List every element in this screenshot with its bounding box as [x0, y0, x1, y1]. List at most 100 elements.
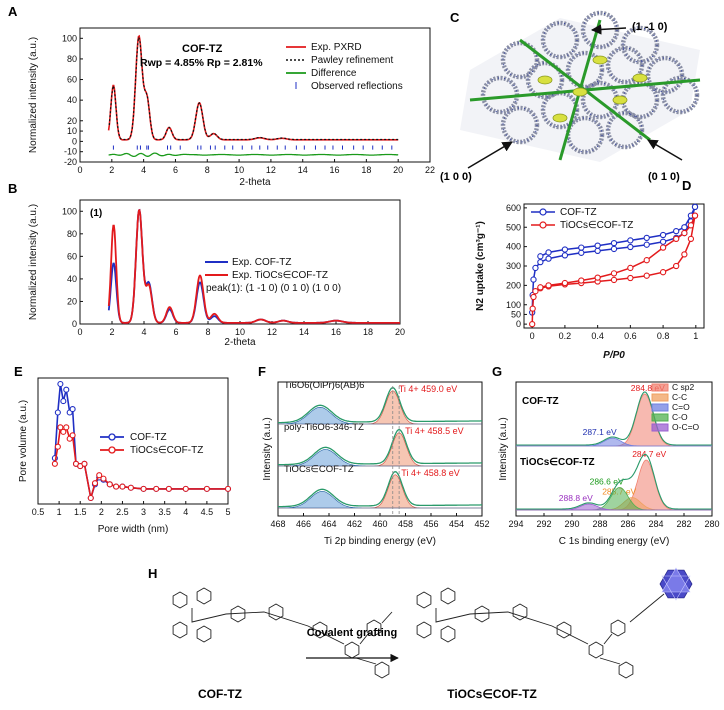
- d-xtick-label: 0.6: [624, 331, 637, 341]
- panel-b-xlabel: 2-theta: [224, 337, 256, 348]
- d-ytick-label: 300: [506, 261, 521, 271]
- imine-bond: [629, 593, 665, 623]
- legend-b-cof: Exp. COF-TZ: [232, 257, 291, 268]
- panel-h-scheme: Covalent grafting COF-TZ TiOCs∈COF-TZ: [172, 567, 693, 701]
- linker-bond: [603, 633, 613, 645]
- framework-nitrogen-atoms: [622, 27, 658, 63]
- f-xtick-label: 456: [423, 519, 438, 529]
- isotherm-point: [687, 222, 695, 229]
- aromatic-ring: [556, 621, 572, 639]
- framework-nitrogen-atoms: [567, 117, 603, 153]
- panel-e-xlabel: Pore width (nm): [98, 524, 169, 535]
- psd-point: [51, 460, 58, 467]
- aromatic-ring: [512, 603, 528, 621]
- legend-e-cof-marker: [108, 433, 116, 441]
- g-legend-swatch: [651, 403, 669, 412]
- isotherm-point: [627, 264, 634, 272]
- isotherm-point: [529, 320, 536, 328]
- linker-bond: [435, 608, 589, 645]
- isotherm-point: [545, 249, 552, 256]
- psd-point: [69, 406, 76, 413]
- isotherm-point: [561, 279, 569, 287]
- psd-point: [81, 460, 88, 467]
- cluster-facet: [661, 575, 691, 601]
- d-ytick-label: 50: [511, 309, 521, 319]
- g-legend-label: C-C: [672, 392, 687, 402]
- isotherm-point: [610, 270, 618, 277]
- framework-nitrogen-atoms: [502, 107, 538, 143]
- b-ytick-label: 100: [62, 206, 77, 216]
- b-xtick-label: 14: [299, 327, 309, 337]
- isotherm-adsorption-line: [531, 215, 696, 325]
- legend-a-diff: Difference: [311, 68, 357, 79]
- e-xtick-label: 4: [183, 507, 188, 517]
- b-ytick-label: 60: [67, 251, 77, 261]
- isotherm-point: [643, 234, 650, 242]
- ti-2p12-component: [278, 491, 482, 509]
- a-ytick-label: 60: [67, 75, 77, 85]
- b-xtick-label: 18: [363, 327, 373, 337]
- c1s-peak-label: 284.7 eV: [632, 449, 666, 459]
- aromatic-ring: [374, 661, 390, 679]
- isotherm-point: [530, 276, 537, 283]
- psd-point: [69, 432, 76, 439]
- isotherm-point: [681, 251, 688, 258]
- a-ytick-label: 100: [62, 33, 77, 43]
- psd-point: [54, 443, 61, 450]
- aromatic-ring: [416, 591, 432, 609]
- psd-point: [100, 475, 107, 482]
- panel-g-xlabel: C 1s binding energy (eV): [559, 536, 670, 547]
- cof-tz-name: COF-TZ: [198, 687, 242, 701]
- d-ytick-label: 600: [506, 203, 521, 213]
- grafting-label: Covalent grafting: [307, 627, 397, 639]
- f-xtick-label: 458: [398, 519, 413, 529]
- isotherm-point: [610, 239, 618, 247]
- panel-label-h: H: [148, 566, 157, 581]
- psd-point: [96, 472, 103, 479]
- g-legend-swatch: [651, 413, 669, 422]
- panel-g-ylabel: Intensity (a.u.): [498, 417, 509, 480]
- a-ytick-label: 80: [67, 54, 77, 64]
- aromatic-ring: [230, 605, 246, 623]
- legend-d-cof-marker: [539, 208, 547, 216]
- e-xtick-label: 1.5: [74, 507, 87, 517]
- f-xtick-label: 460: [372, 519, 387, 529]
- isotherm-point: [659, 269, 667, 276]
- tiocs-structure-drawing: [416, 567, 693, 679]
- panel-e-frame: [37, 377, 229, 505]
- f-trace-name: TiOCs∈COF-TZ: [284, 464, 354, 475]
- g-legend-label: C sp2: [672, 382, 694, 392]
- g-legend-label: O-C=O: [672, 422, 700, 432]
- titanium-cluster: [592, 55, 608, 65]
- isotherm-point: [594, 274, 601, 281]
- d-xtick-label: 0.8: [657, 331, 670, 341]
- b-ytick-label: 20: [67, 296, 77, 306]
- isotherm-point: [610, 276, 618, 284]
- isotherm-point: [643, 241, 650, 248]
- panel-d-xlabel: P/P0: [603, 350, 625, 361]
- isotherm-point: [673, 235, 680, 243]
- e-xtick-label: 3: [141, 507, 146, 517]
- e-xtick-label: 5: [225, 507, 230, 517]
- g-xtick-label: 294: [508, 519, 523, 529]
- isotherm-point: [659, 244, 667, 251]
- framework-nitrogen-atoms: [502, 42, 538, 78]
- c1s-component-co: [516, 437, 712, 447]
- aromatic-ring: [366, 619, 382, 637]
- c1s-peak-label: 287.1 eV: [583, 427, 617, 437]
- ti-2p-envelope: [278, 387, 482, 424]
- titanium-cluster: [537, 75, 553, 85]
- legend-a-refl: Observed reflections: [311, 81, 403, 92]
- linker-bond: [191, 608, 345, 645]
- pxrd-tiocs-line: [107, 209, 400, 324]
- framework-nitrogen-atoms: [567, 52, 603, 88]
- panel-e-ylabel: Pore volume (a.u.): [18, 400, 29, 482]
- arrow-label-100: (1 0 0): [440, 171, 472, 183]
- a-xtick-label: 16: [330, 165, 340, 175]
- b-xtick-label: 12: [267, 327, 277, 337]
- g-xtick-label: 292: [536, 519, 551, 529]
- psd-point: [91, 480, 99, 487]
- isotherm-point: [532, 288, 539, 295]
- f-peak-label: Ti 4+ 459.0 eV: [399, 384, 457, 394]
